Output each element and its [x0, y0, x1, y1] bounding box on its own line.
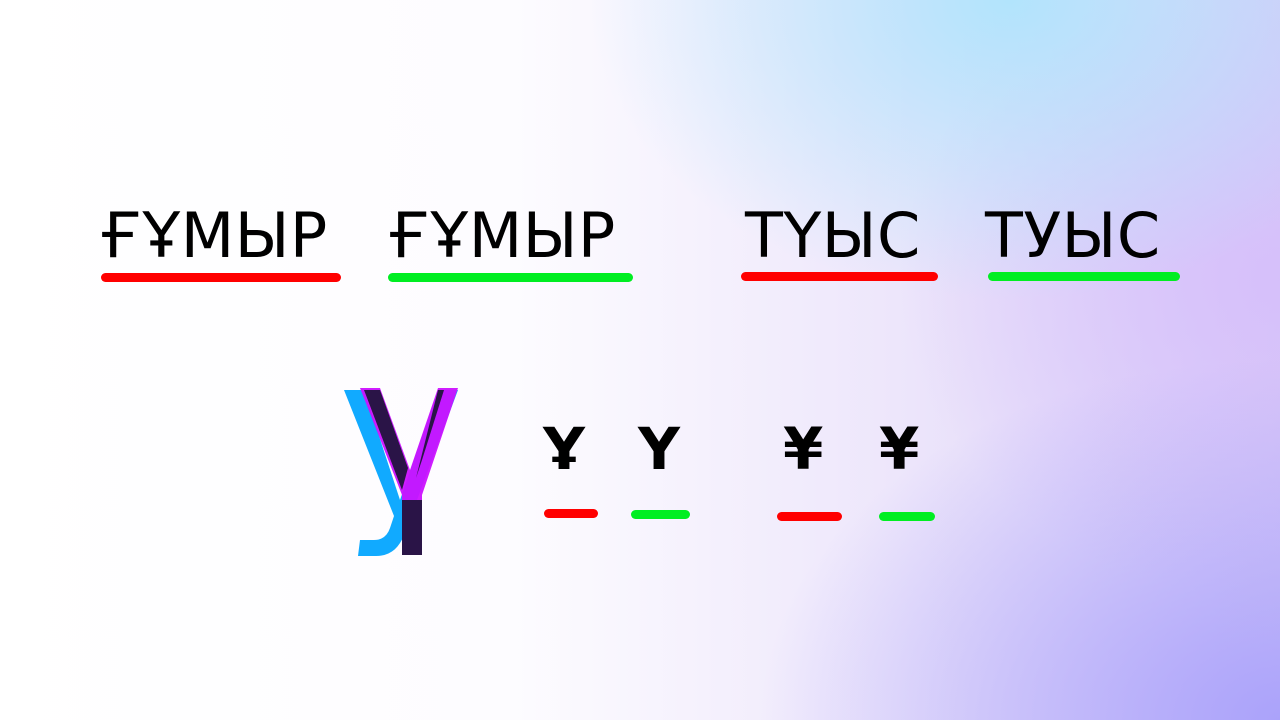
underline-red-3 [544, 509, 598, 518]
word-tuys-incorrect: ТҮЫС [745, 199, 921, 272]
underline-green-4 [879, 512, 935, 521]
glyph-u-bar-incorrect: Ұ [543, 415, 585, 483]
underline-red-1 [101, 273, 341, 282]
glyph-yen-correct: ¥ [879, 415, 920, 483]
underline-red-4 [777, 512, 842, 521]
word-gumyr-correct: ҒҰМЫР [388, 199, 616, 272]
word-tuys-correct: ТУЫС [985, 199, 1161, 272]
underline-green-2 [988, 272, 1180, 281]
underline-red-2 [741, 272, 938, 281]
underline-green-3 [631, 510, 690, 519]
word-gumyr-incorrect: ҒҰМЫР [100, 199, 328, 272]
overlapping-letter-u-icon [330, 360, 490, 580]
glyph-yen-incorrect: ¥ [783, 415, 824, 483]
underline-green-1 [388, 273, 633, 282]
glyph-straight-u-correct: Ү [638, 415, 680, 483]
